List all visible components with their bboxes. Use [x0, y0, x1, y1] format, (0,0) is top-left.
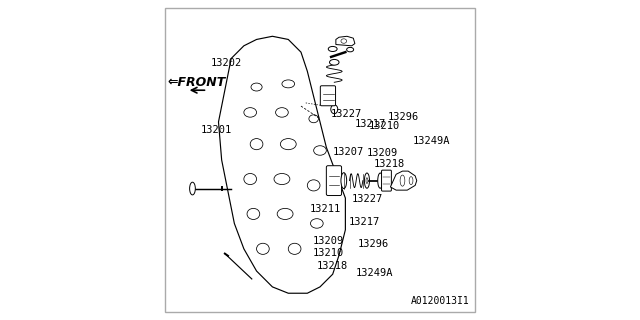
- Text: 13209: 13209: [312, 236, 344, 245]
- Ellipse shape: [310, 219, 323, 228]
- Ellipse shape: [257, 243, 269, 254]
- Ellipse shape: [244, 108, 257, 117]
- Ellipse shape: [330, 60, 339, 65]
- Ellipse shape: [247, 208, 260, 220]
- Text: 13202: 13202: [211, 58, 242, 68]
- Ellipse shape: [307, 180, 320, 191]
- Ellipse shape: [274, 173, 290, 185]
- Ellipse shape: [314, 146, 326, 155]
- Ellipse shape: [328, 46, 337, 52]
- Text: 13210: 13210: [312, 248, 344, 258]
- Ellipse shape: [378, 173, 383, 188]
- Ellipse shape: [341, 39, 347, 43]
- Ellipse shape: [282, 80, 294, 88]
- Ellipse shape: [347, 47, 354, 52]
- Text: 13207: 13207: [333, 147, 364, 157]
- Ellipse shape: [251, 83, 262, 91]
- Ellipse shape: [400, 175, 405, 186]
- Text: 13211: 13211: [310, 204, 340, 214]
- Ellipse shape: [189, 182, 195, 195]
- Ellipse shape: [244, 173, 257, 185]
- Ellipse shape: [288, 243, 301, 254]
- FancyBboxPatch shape: [381, 170, 392, 191]
- Polygon shape: [336, 36, 355, 46]
- Ellipse shape: [309, 115, 319, 123]
- Text: 13201: 13201: [201, 125, 232, 135]
- Text: 13296: 13296: [388, 112, 419, 122]
- Ellipse shape: [277, 208, 293, 220]
- Polygon shape: [390, 171, 417, 190]
- Text: 13217: 13217: [349, 217, 380, 227]
- Ellipse shape: [331, 105, 338, 114]
- Text: 13227: 13227: [352, 194, 383, 204]
- FancyBboxPatch shape: [326, 166, 342, 196]
- Ellipse shape: [364, 173, 369, 188]
- Text: ⇐FRONT: ⇐FRONT: [167, 76, 225, 89]
- Ellipse shape: [280, 139, 296, 150]
- Text: 13249A: 13249A: [356, 268, 393, 278]
- Ellipse shape: [276, 108, 288, 117]
- PathPatch shape: [218, 36, 346, 293]
- Ellipse shape: [250, 139, 263, 150]
- Ellipse shape: [366, 178, 368, 183]
- Text: 13249A: 13249A: [413, 136, 451, 146]
- Text: 13209: 13209: [367, 148, 398, 158]
- Text: 13217: 13217: [355, 118, 386, 129]
- FancyBboxPatch shape: [320, 86, 335, 106]
- Text: 13296: 13296: [357, 239, 388, 249]
- Text: 13218: 13218: [373, 159, 404, 169]
- Ellipse shape: [341, 173, 347, 188]
- Text: A0120013I1: A0120013I1: [410, 296, 469, 306]
- Text: 13210: 13210: [369, 121, 401, 131]
- Text: 13227: 13227: [331, 109, 362, 119]
- Ellipse shape: [409, 177, 413, 185]
- Text: 13218: 13218: [317, 261, 348, 271]
